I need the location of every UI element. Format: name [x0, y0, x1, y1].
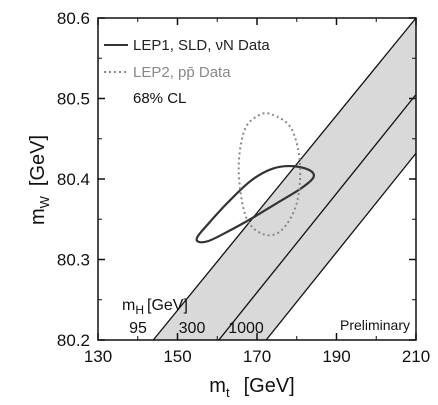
x-tick-label: 150: [163, 347, 191, 366]
mh-label-95: 95: [129, 320, 147, 337]
mh-line-300: [218, 94, 416, 340]
y-tick-label: 80.6: [57, 9, 90, 28]
legend-cl-label: 68% CL: [133, 90, 186, 107]
preliminary-label: Preliminary: [340, 317, 410, 333]
contours: [195, 112, 316, 244]
x-axis-label: mt [GeV]: [209, 375, 294, 400]
x-tick-label: 170: [243, 347, 271, 366]
contour-lep1: [195, 164, 316, 244]
legend-label-lep1: LEP1, SLD, νN Data: [133, 37, 270, 54]
mh-label-1000: 1000: [228, 320, 264, 337]
mh-band: [152, 18, 416, 340]
x-tick-label: 130: [84, 347, 112, 366]
band-title: mH [GeV]: [122, 297, 188, 317]
y-axis-label: mW[GeV]: [27, 135, 52, 225]
y-tick-label: 80.5: [57, 90, 90, 109]
axis-ticks: 130 150 170 190 210 80.2 80.3 80.4 80.5 80.6: [57, 9, 430, 366]
y-tick-label: 80.2: [57, 331, 90, 350]
legend-label-lep2: LEP2, pp̄ Data: [133, 64, 231, 81]
mh-line-95: [152, 18, 416, 340]
contour-lep2: [237, 112, 302, 237]
x-tick-label: 210: [402, 347, 430, 366]
y-tick-label: 80.4: [57, 170, 90, 189]
legend: LEP1, SLD, νN Data LEP2, pp̄ Data 68% CL: [104, 37, 270, 107]
y-tick-label: 80.3: [57, 251, 90, 270]
x-tick-label: 190: [322, 347, 350, 366]
mh-label-300: 300: [179, 320, 206, 337]
mh-line-1000: [265, 152, 416, 340]
